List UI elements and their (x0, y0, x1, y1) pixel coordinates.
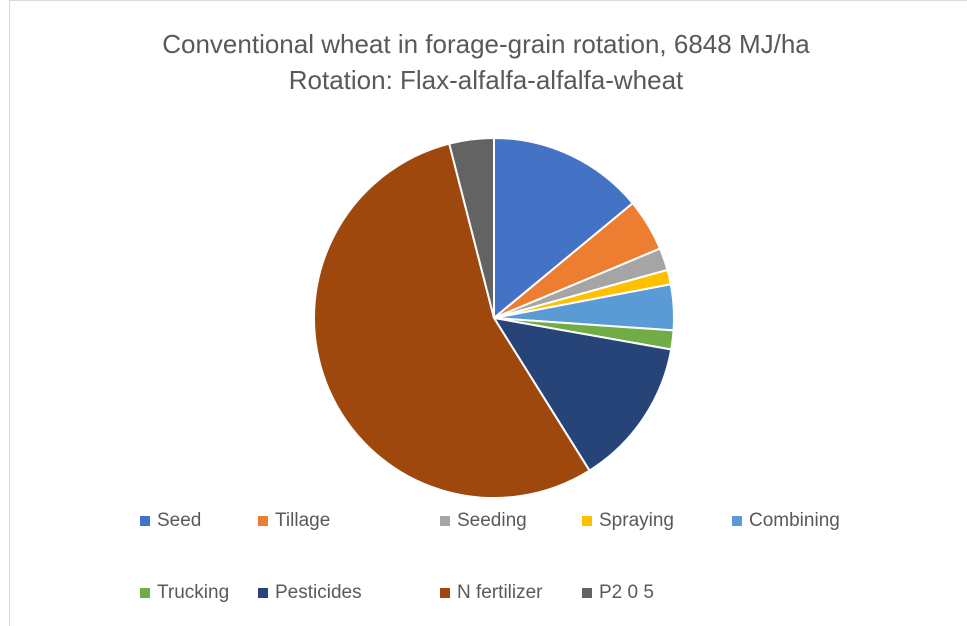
legend-label: P2 0 5 (599, 582, 654, 603)
legend-label: Seed (157, 510, 201, 531)
pie-slice (493, 136, 635, 321)
pie-slice (448, 136, 495, 319)
legend-swatch (258, 516, 268, 526)
legend-swatch (440, 516, 450, 526)
legend-label: Pesticides (275, 582, 362, 603)
pie-slice (313, 142, 591, 499)
chart-subtitle: Rotation: Flax-alfalfa-alfalfa-wheat (289, 65, 684, 95)
legend-label: Tillage (275, 510, 330, 531)
legend-label: Seeding (457, 510, 527, 531)
legend-swatch (140, 588, 150, 598)
legend-label: N fertilizer (457, 582, 543, 603)
chart-title: Conventional wheat in forage-grain rotat… (162, 29, 810, 59)
legend-label: Spraying (599, 510, 674, 531)
legend-swatch (582, 588, 592, 598)
legend-swatch (440, 588, 450, 598)
legend-swatch (582, 516, 592, 526)
pie-slice (491, 316, 673, 472)
legend-swatch (140, 516, 150, 526)
legend-label: Trucking (157, 582, 229, 603)
legend-label: Combining (749, 510, 840, 531)
legend-swatch (732, 516, 742, 526)
legend-swatch (258, 588, 268, 598)
